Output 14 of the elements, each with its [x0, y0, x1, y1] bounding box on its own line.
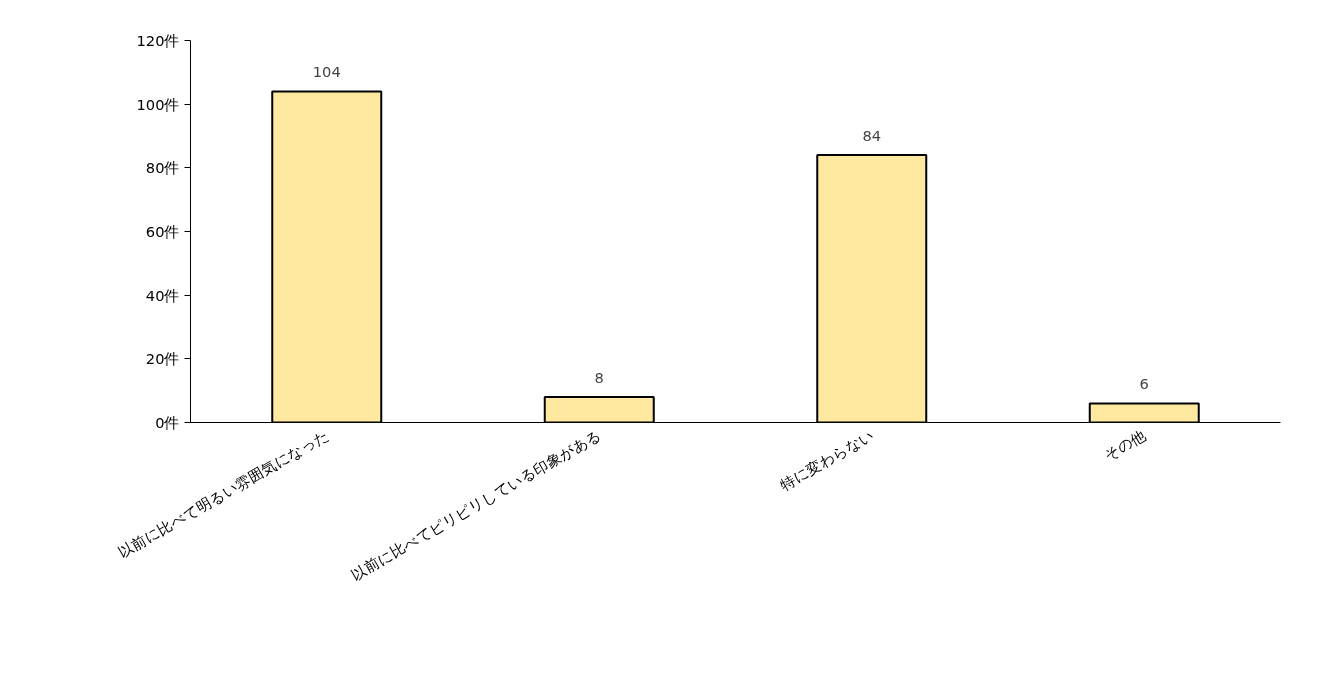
- y-tick-label: 0件: [155, 414, 180, 431]
- data-label: 6: [1139, 375, 1149, 393]
- y-tick-label: 100件: [136, 95, 180, 113]
- y-tick-label: 80件: [145, 159, 180, 177]
- y-tick-label: 20件: [145, 350, 180, 368]
- y-tick-label: 60件: [145, 223, 180, 240]
- x-tick-label: 以前に比べてピリピリしている印象がある: [348, 426, 604, 584]
- x-tick-label: 特に変わらない: [776, 426, 876, 494]
- x-tick-label: その他: [1101, 426, 1149, 464]
- data-label: 104: [312, 63, 341, 81]
- y-tick-label: 120件: [136, 32, 180, 49]
- y-tick-label: 40件: [145, 286, 180, 304]
- data-label: 8: [594, 369, 604, 387]
- data-label: 84: [862, 127, 882, 145]
